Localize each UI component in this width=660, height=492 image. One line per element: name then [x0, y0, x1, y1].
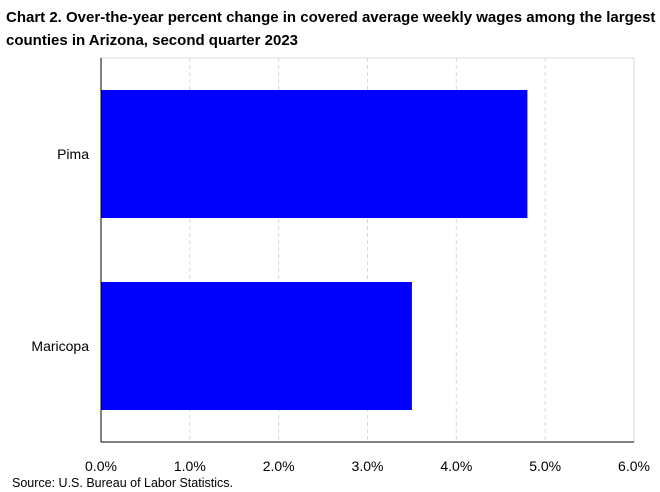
x-tick-label: 0.0% — [85, 458, 117, 474]
bar — [101, 89, 528, 219]
bar — [101, 281, 412, 411]
category-labels: Pima Maricopa — [31, 146, 89, 354]
category-label: Pima — [57, 146, 89, 162]
category-label: Maricopa — [31, 338, 89, 354]
x-tick-label: 6.0% — [618, 458, 650, 474]
bars — [101, 89, 528, 411]
x-tick-labels: 0.0% 1.0% 2.0% 3.0% 4.0% 5.0% 6.0% — [85, 458, 650, 474]
x-tick-label: 1.0% — [174, 458, 206, 474]
x-tick-label: 5.0% — [529, 458, 561, 474]
axes — [100, 57, 635, 443]
x-tick-label: 2.0% — [263, 458, 295, 474]
x-tick-label: 3.0% — [352, 458, 384, 474]
source-note: Source: U.S. Bureau of Labor Statistics. — [12, 476, 233, 490]
x-tick-label: 4.0% — [440, 458, 472, 474]
chart-title: Chart 2. Over-the-year percent change in… — [6, 9, 656, 49]
